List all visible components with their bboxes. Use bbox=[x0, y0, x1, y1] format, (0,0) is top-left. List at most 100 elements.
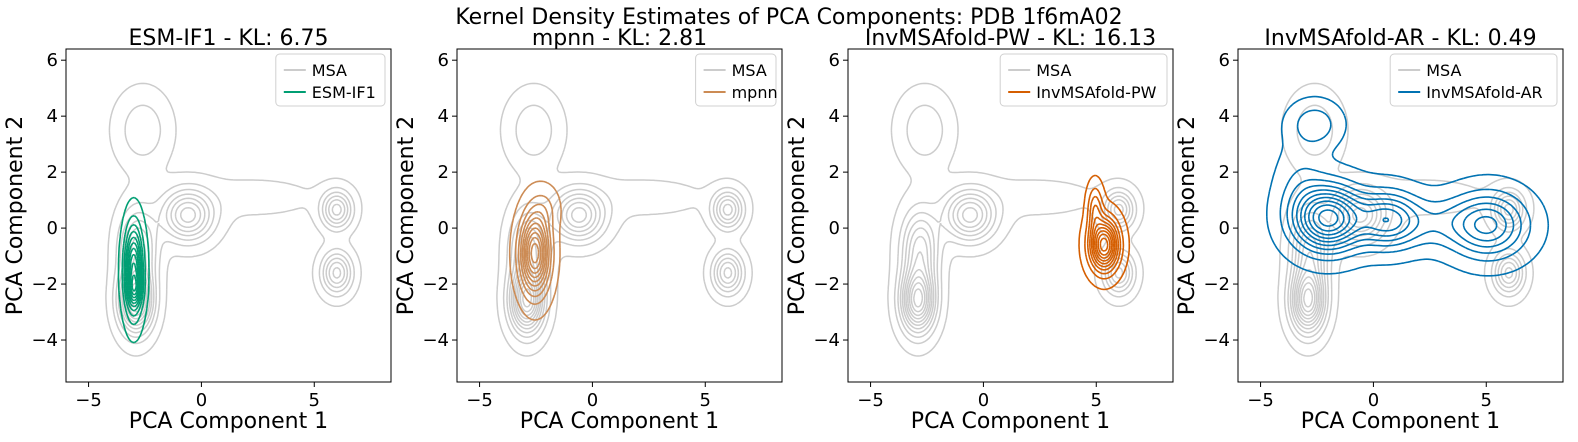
model-contour-line bbox=[1300, 193, 1498, 243]
axes-frame bbox=[65, 48, 392, 383]
y-tick-label: 4 bbox=[438, 106, 449, 127]
y-axis-label: PCA Component 2 bbox=[1175, 116, 1200, 315]
model-contour-line bbox=[1279, 109, 1532, 262]
msa-contour-line bbox=[901, 197, 1128, 330]
panel-3: InvMSAfold-PW - KL: 16.13 −5 0 5 −4 −2 0 2 4 6 PCA… bbox=[785, 26, 1174, 434]
model-contour-line bbox=[1099, 237, 1109, 252]
model-contour-line bbox=[1312, 204, 1345, 232]
y-axis-label: PCA Component 2 bbox=[3, 116, 28, 315]
model-contour-line bbox=[126, 242, 142, 305]
legend-box bbox=[999, 53, 1168, 107]
x-tick-label: 5 bbox=[1481, 390, 1492, 411]
contour-layer bbox=[887, 82, 1145, 357]
model-contour-line bbox=[521, 217, 548, 287]
model-contour-line bbox=[1296, 189, 1507, 247]
panel-1: ESM-IF1 - KL: 6.75 −5 0 5 −4 −2 0 2 4 6 PCA Compon… bbox=[3, 26, 392, 434]
legend: MSA ESM-IF1 bbox=[275, 53, 386, 107]
contour-layer bbox=[105, 82, 363, 357]
y-tick-label: 4 bbox=[1219, 106, 1230, 127]
panel-4: InvMSAfold-AR - KL: 0.49 −5 0 5 −4 −2 0 2 4 6 PCA … bbox=[1175, 26, 1564, 434]
msa-contour-line bbox=[893, 104, 1138, 345]
model-contour-line bbox=[124, 230, 144, 312]
model-contour-line bbox=[1084, 187, 1125, 280]
model-contour-line bbox=[131, 274, 137, 292]
x-tick-label: −5 bbox=[1247, 390, 1274, 411]
msa-contour-line bbox=[1298, 276, 1318, 317]
msa-contour-line bbox=[908, 276, 928, 317]
y-tick-label: 6 bbox=[47, 50, 58, 71]
msa-contour-line bbox=[496, 82, 754, 357]
msa-contour-line bbox=[899, 193, 1131, 334]
model-contour-line bbox=[517, 203, 552, 298]
x-tick-label: 5 bbox=[309, 390, 320, 411]
legend: MSA InvMSAfold-AR bbox=[1389, 53, 1558, 107]
model-contour-line bbox=[1089, 204, 1120, 271]
y-tick-label: −4 bbox=[813, 330, 840, 351]
msa-contour-line bbox=[887, 82, 1145, 357]
y-tick-label: 0 bbox=[829, 218, 840, 239]
model-contour-line bbox=[125, 236, 142, 308]
model-contour-line bbox=[129, 262, 139, 296]
x-axis-label: PCA Component 1 bbox=[1301, 409, 1500, 434]
model-contour-line bbox=[127, 247, 141, 302]
model-contour-line bbox=[514, 194, 555, 305]
y-axis-label: PCA Component 2 bbox=[785, 116, 810, 315]
x-axis-label: PCA Component 1 bbox=[911, 409, 1110, 434]
y-tick-label: −4 bbox=[422, 330, 449, 351]
x-axis-label: PCA Component 1 bbox=[129, 409, 328, 434]
msa-contour-line bbox=[910, 281, 926, 313]
model-contour-line bbox=[1291, 184, 1515, 251]
model-contour-line bbox=[1318, 209, 1339, 227]
y-tick-label: −2 bbox=[31, 274, 58, 295]
msa-contour-line bbox=[117, 193, 349, 334]
legend: MSA InvMSAfold-PW bbox=[999, 53, 1168, 107]
model-contour-line bbox=[1090, 216, 1118, 268]
msa-contour-line bbox=[1287, 188, 1524, 338]
y-tick-label: 0 bbox=[438, 218, 449, 239]
msa-contour-line bbox=[1300, 281, 1316, 313]
y-tick-label: −2 bbox=[422, 274, 449, 295]
model-contour-line bbox=[526, 231, 544, 275]
axes-frame bbox=[456, 48, 783, 383]
panel-title: ESM-IF1 - KL: 6.75 bbox=[129, 26, 329, 51]
x-tick-label: 0 bbox=[978, 390, 989, 411]
model-contour-line bbox=[123, 224, 145, 317]
legend-entry: InvMSAfold-AR bbox=[1426, 83, 1542, 102]
legend-entry: ESM-IF1 bbox=[312, 83, 376, 102]
y-tick-label: 0 bbox=[1219, 218, 1230, 239]
y-tick-label: 0 bbox=[47, 218, 58, 239]
msa-contour-line bbox=[905, 206, 979, 323]
model-contour-line bbox=[1095, 230, 1113, 259]
contour-layer bbox=[1266, 82, 1550, 357]
model-contour-line bbox=[1304, 196, 1390, 240]
legend-entry: mpnn bbox=[732, 83, 778, 102]
msa-contour-line bbox=[506, 188, 743, 338]
model-contour-line bbox=[1266, 95, 1550, 277]
legend-entry: MSA bbox=[732, 61, 767, 80]
y-tick-label: −2 bbox=[813, 274, 840, 295]
legend-entry: MSA bbox=[1426, 61, 1461, 80]
legend-entry: MSA bbox=[312, 61, 347, 80]
y-tick-label: −2 bbox=[1203, 274, 1230, 295]
model-contour-line bbox=[128, 254, 140, 299]
model-contour-line bbox=[508, 180, 562, 321]
model-contour-line bbox=[528, 236, 542, 270]
panels-group: ESM-IF1 - KL: 6.75 −5 0 5 −4 −2 0 2 4 6 PCA Compon… bbox=[3, 26, 1564, 434]
legend-entry: MSA bbox=[1036, 61, 1071, 80]
model-contour-line bbox=[1092, 223, 1116, 265]
panel-title: mpnn - KL: 2.81 bbox=[532, 26, 707, 51]
y-tick-label: 2 bbox=[47, 162, 58, 183]
x-axis-label: PCA Component 1 bbox=[520, 409, 719, 434]
x-tick-label: 5 bbox=[1091, 390, 1102, 411]
legend-entry: InvMSAfold-PW bbox=[1036, 83, 1156, 102]
model-contour-line bbox=[523, 222, 547, 283]
y-tick-label: 4 bbox=[829, 106, 840, 127]
y-tick-label: −4 bbox=[31, 330, 58, 351]
msa-contour-line bbox=[512, 201, 733, 327]
msa-contour-line bbox=[105, 82, 363, 357]
model-contour-line bbox=[1308, 200, 1351, 236]
model-contour-line bbox=[117, 196, 150, 344]
x-tick-label: −5 bbox=[75, 390, 102, 411]
y-tick-label: 2 bbox=[438, 162, 449, 183]
